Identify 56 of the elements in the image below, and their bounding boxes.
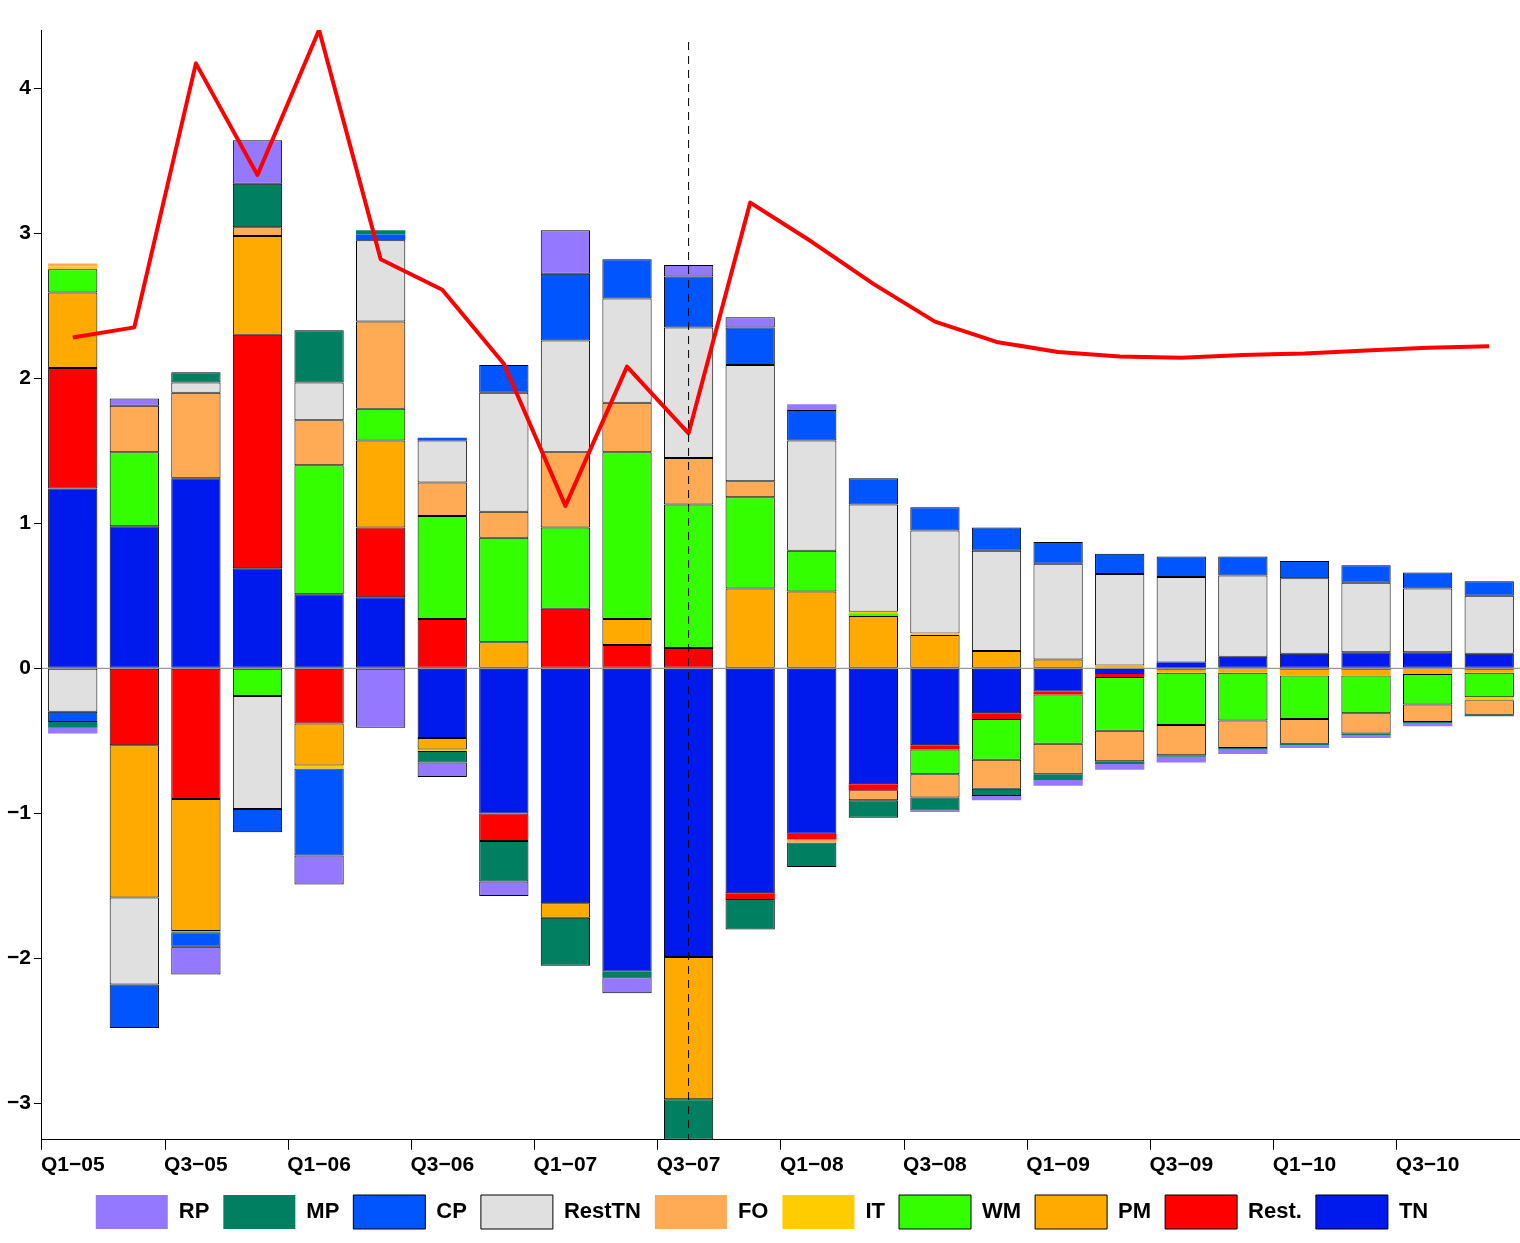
x-tick-label: Q3−09 [1149,1152,1214,1176]
y-tick-label: 1 [19,510,32,534]
bar [1341,669,1391,676]
x-tick-label: Q3−08 [903,1152,968,1176]
bar [1156,662,1206,668]
legend-label: FO [737,1198,769,1224]
bar [1095,668,1145,675]
y-tick-label: 0 [19,655,31,679]
legend-label: PM [1118,1198,1152,1224]
x-tick-label: Q1−05 [40,1152,105,1176]
bar [1402,668,1453,675]
bar [971,795,1022,801]
bar [1095,761,1145,765]
bar [417,437,467,441]
bar [787,833,837,840]
x-tick-label: Q1−09 [1026,1152,1090,1176]
bar [910,745,960,750]
y-tick-label: −2 [6,945,31,969]
bar [725,893,775,899]
bar [1156,756,1206,763]
bar [356,230,406,235]
bar [1033,780,1083,786]
legend-label: RestTN [563,1198,641,1224]
legend-label: TN [1398,1198,1429,1224]
x-tick-label: Q3−07 [656,1152,721,1176]
legend-label: Rest. [1248,1198,1302,1224]
x-tick-label: Q1−08 [779,1152,844,1176]
y-tick-label: −3 [6,1090,31,1114]
y-tick-label: 2 [19,364,31,388]
x-tick-label: Q1−10 [1272,1152,1337,1176]
bar [787,404,837,411]
x-tick-label: Q3−10 [1395,1152,1460,1176]
bar [1279,669,1330,676]
bar [1095,665,1145,668]
bar [1464,697,1514,701]
x-tick-label: Q3−06 [410,1152,475,1176]
legend-label: RP [178,1198,210,1224]
bar [1095,674,1145,678]
bar [971,713,1022,720]
legend-label: WM [982,1198,1022,1224]
bar [48,727,98,734]
bar [1218,749,1268,754]
bar [1033,774,1083,781]
bar [1095,764,1145,770]
bar [48,721,98,728]
bar [848,784,898,791]
legend-label: CP [436,1198,467,1224]
y-tick-label: −1 [6,800,32,824]
bar [1218,668,1268,673]
x-tick-label: Q1−07 [533,1152,598,1176]
y-tick-label: 3 [19,219,31,243]
x-tick-label: Q3−05 [164,1152,229,1176]
legend-label: MP [306,1198,340,1224]
legend-label: IT [865,1198,886,1224]
x-tick-label: Q1−06 [287,1152,351,1176]
y-tick-label: 4 [19,74,32,98]
